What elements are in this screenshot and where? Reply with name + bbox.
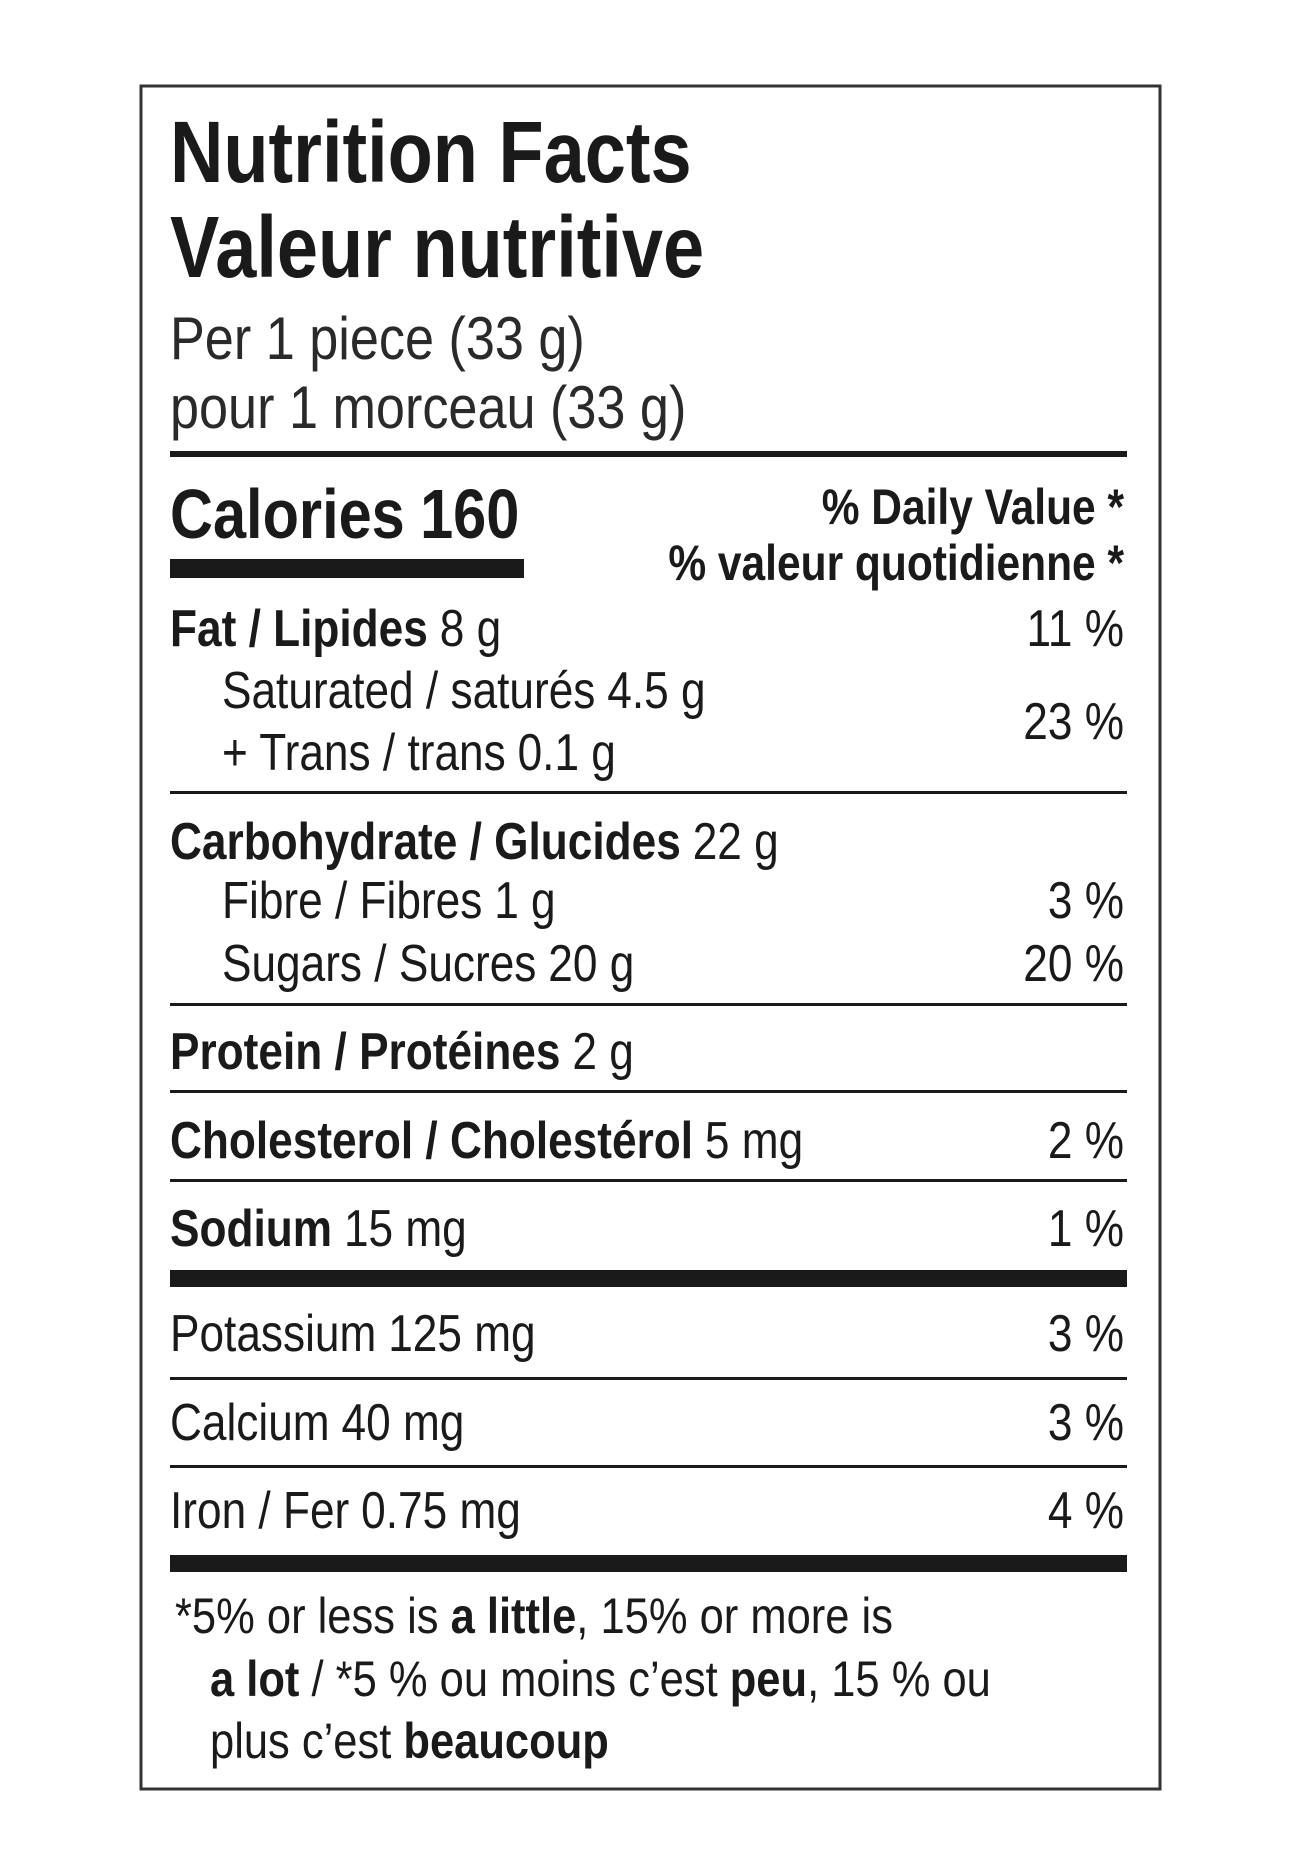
footnote-text: *5% or less is [175, 1588, 451, 1643]
rule [170, 1179, 1127, 1182]
footnote-emphasis: a little [451, 1588, 577, 1643]
nutrient-row: Cholesterol / Cholestérol 5 mg [170, 1112, 803, 1170]
footnote-text: , 15% or more is [576, 1588, 893, 1643]
nutrient-row: Calcium 40 mg [170, 1394, 464, 1452]
nutrient-name: Protein / Protéines [170, 1023, 560, 1081]
nutrient-name: Sodium [170, 1200, 332, 1258]
calories-bar [170, 559, 524, 578]
nutrient-row: Fat / Lipides 8 g [170, 600, 501, 658]
nutrient-dv: 2 % [1048, 1112, 1124, 1170]
nutrient-row: Carbohydrate / Glucides 22 g [170, 813, 779, 871]
nutrient-dv: 3 % [1048, 872, 1124, 930]
nutrient-amount: 5 mg [705, 1112, 803, 1170]
nutrient-row: Fibre / Fibres 1 g [222, 872, 556, 930]
thick-rule [170, 1270, 1127, 1287]
nutrient-dv: 3 % [1048, 1394, 1124, 1452]
nutrient-amount: 40 mg [342, 1394, 465, 1452]
nutrient-amount: 20 g [548, 935, 634, 993]
nutrient-amount: 8 g [440, 600, 501, 658]
title-en: Nutrition Facts [170, 104, 692, 201]
footnote-emphasis: a lot [210, 1651, 300, 1706]
nutrient-amount: 1 g [494, 872, 555, 930]
footnote-emphasis: beaucoup [403, 1713, 608, 1768]
rule [170, 1003, 1127, 1006]
nutrient-name: Carbohydrate / Glucides [170, 813, 681, 871]
nutrient-amount: 22 g [693, 813, 779, 871]
nutrient-amount: 125 mg [388, 1305, 535, 1363]
nutrient-row: Potassium 125 mg [170, 1305, 536, 1363]
nutrient-name: Sugars / Sucres [222, 935, 536, 993]
nutrient-amount: 0.1 g [518, 724, 616, 782]
nutrient-name: Calcium [170, 1394, 330, 1452]
nutrient-name: + Trans / trans [222, 724, 506, 782]
nutrient-amount: 0.75 mg [361, 1482, 521, 1540]
nutrient-dv: 11 % [1027, 600, 1124, 658]
nutrient-name: Saturated / saturés [222, 662, 595, 720]
rule [170, 1465, 1127, 1468]
footnote-emphasis: peu [730, 1651, 807, 1706]
label-border [139, 84, 1162, 1791]
nutrient-row: Sugars / Sucres 20 g [222, 935, 634, 993]
nutrient-row: Saturated / saturés 4.5 g [222, 662, 706, 720]
nutrient-row: Sodium 15 mg [170, 1200, 467, 1258]
title-fr: Valeur nutritive [170, 199, 704, 296]
rule [170, 791, 1127, 794]
rule [170, 1090, 1127, 1093]
nutrient-amount: 15 mg [344, 1200, 467, 1258]
nutrient-row: Iron / Fer 0.75 mg [170, 1482, 521, 1540]
footnote-line: a lot / *5 % ou moins c’est peu, 15 % ou [210, 1651, 991, 1706]
nutrient-amount: 2 g [572, 1023, 633, 1081]
nutrient-dv: 23 % [1023, 693, 1124, 751]
footnote-line: plus c’est beaucoup [210, 1713, 609, 1768]
serving-en: Per 1 piece (33 g) [170, 305, 585, 372]
footnote-line: *5% or less is a little, 15% or more is [175, 1588, 893, 1643]
nutrient-row: Protein / Protéines 2 g [170, 1023, 634, 1081]
calories-label: Calories [170, 474, 405, 553]
nutrient-dv: 4 % [1048, 1482, 1124, 1540]
nutrient-row: + Trans / trans 0.1 g [222, 724, 616, 782]
nutrient-dv: 1 % [1048, 1200, 1124, 1258]
nutrient-name: Potassium [170, 1305, 376, 1363]
footnote-text: / *5 % ou moins c’est [299, 1651, 729, 1706]
rule [170, 1377, 1127, 1380]
dv-header-fr: % valeur quotidienne * [668, 535, 1125, 591]
rule [170, 451, 1127, 457]
calories: Calories 160 [170, 474, 519, 553]
thick-rule [170, 1555, 1127, 1572]
nutrient-dv: 20 % [1023, 935, 1124, 993]
nutrient-amount: 4.5 g [607, 662, 705, 720]
serving-fr: pour 1 morceau (33 g) [170, 374, 686, 441]
dv-header-en: % Daily Value * [822, 479, 1125, 535]
footnote-text: plus c’est [210, 1713, 403, 1768]
calories-value: 160 [420, 474, 519, 553]
nutrient-name: Cholesterol / Cholestérol [170, 1112, 693, 1170]
nutrient-name: Fat / Lipides [170, 600, 428, 658]
footnote-text: , 15 % ou [807, 1651, 991, 1706]
nutrient-name: Fibre / Fibres [222, 872, 482, 930]
nutrient-dv: 3 % [1048, 1305, 1124, 1363]
nutrient-name: Iron / Fer [170, 1482, 349, 1540]
